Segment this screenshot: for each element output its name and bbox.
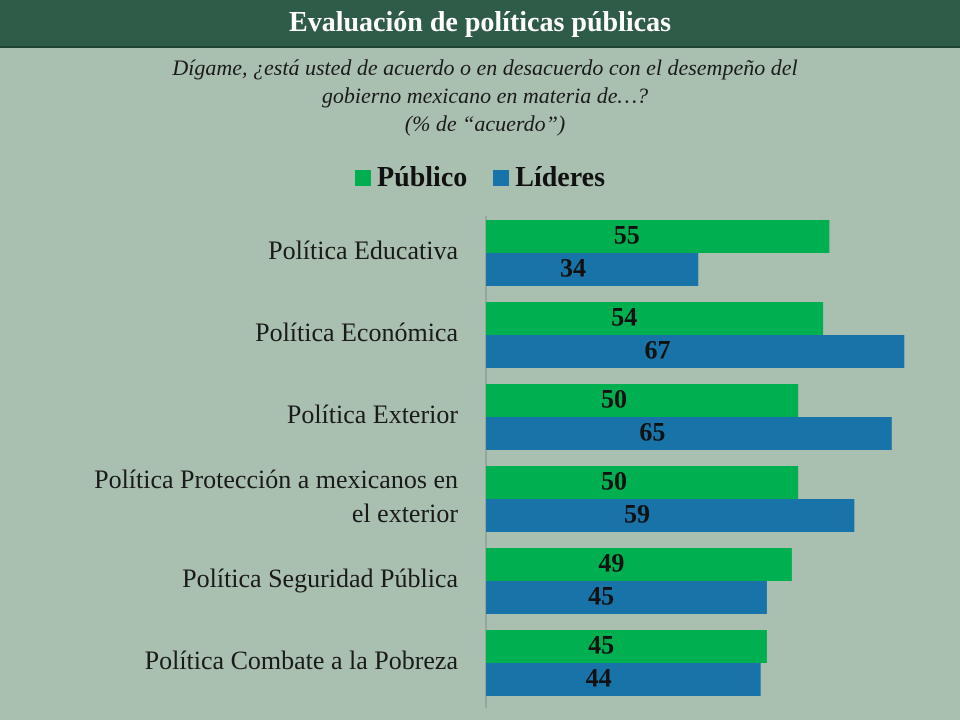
data-label-lideres: 67 bbox=[644, 335, 670, 364]
data-label-lideres: 44 bbox=[586, 663, 612, 692]
legend-label-publico: Público bbox=[377, 162, 468, 193]
bar-publico bbox=[486, 548, 792, 581]
chart-legend: Público Líderes bbox=[0, 162, 960, 194]
chart-subtitle: Dígame, ¿está usted de acuerdo o en desa… bbox=[60, 54, 910, 138]
data-label-lideres: 45 bbox=[588, 581, 614, 610]
category-label: Política Protección a mexicanos en bbox=[94, 465, 458, 494]
page-title: Evaluación de políticas públicas bbox=[0, 0, 960, 48]
data-label-lideres: 59 bbox=[624, 499, 650, 528]
bar-lideres bbox=[486, 335, 905, 368]
data-label-lideres: 65 bbox=[639, 417, 665, 446]
data-label-lideres: 34 bbox=[560, 253, 586, 282]
category-label: Política Exterior bbox=[287, 400, 458, 429]
data-label-publico: 55 bbox=[614, 220, 640, 249]
bar-publico bbox=[486, 630, 767, 663]
category-label: Política Educativa bbox=[268, 236, 458, 265]
subtitle-line-3: (% de “acuerdo”) bbox=[404, 111, 566, 136]
legend-swatch-publico bbox=[355, 170, 372, 186]
legend-swatch-lideres bbox=[493, 170, 510, 186]
bar-publico bbox=[486, 220, 830, 253]
bar-lideres bbox=[486, 417, 892, 450]
category-label: Política Seguridad Pública bbox=[182, 564, 458, 593]
data-label-publico: 54 bbox=[611, 302, 637, 331]
subtitle-line-1: Dígame, ¿está usted de acuerdo o en desa… bbox=[172, 55, 798, 80]
legend-label-lideres: Líderes bbox=[515, 162, 605, 193]
legend-item-lideres: Líderes bbox=[493, 162, 605, 194]
bar-lideres bbox=[486, 253, 699, 286]
bar-lideres bbox=[486, 499, 855, 532]
bar-publico bbox=[486, 302, 824, 335]
data-label-publico: 45 bbox=[588, 630, 614, 659]
category-label: el exterior bbox=[352, 499, 458, 528]
category-label: Política Combate a la Pobreza bbox=[145, 646, 459, 675]
legend-item-publico: Público bbox=[355, 162, 467, 194]
data-label-publico: 49 bbox=[598, 548, 624, 577]
data-label-publico: 50 bbox=[601, 384, 627, 413]
data-label-publico: 50 bbox=[601, 466, 627, 495]
category-label: Política Económica bbox=[255, 318, 458, 347]
subtitle-line-2: gobierno mexicano en materia de…? bbox=[321, 83, 649, 108]
bar-lideres bbox=[486, 663, 761, 696]
bar-publico bbox=[486, 384, 799, 417]
bar-publico bbox=[486, 466, 799, 499]
bar-lideres bbox=[486, 581, 767, 614]
